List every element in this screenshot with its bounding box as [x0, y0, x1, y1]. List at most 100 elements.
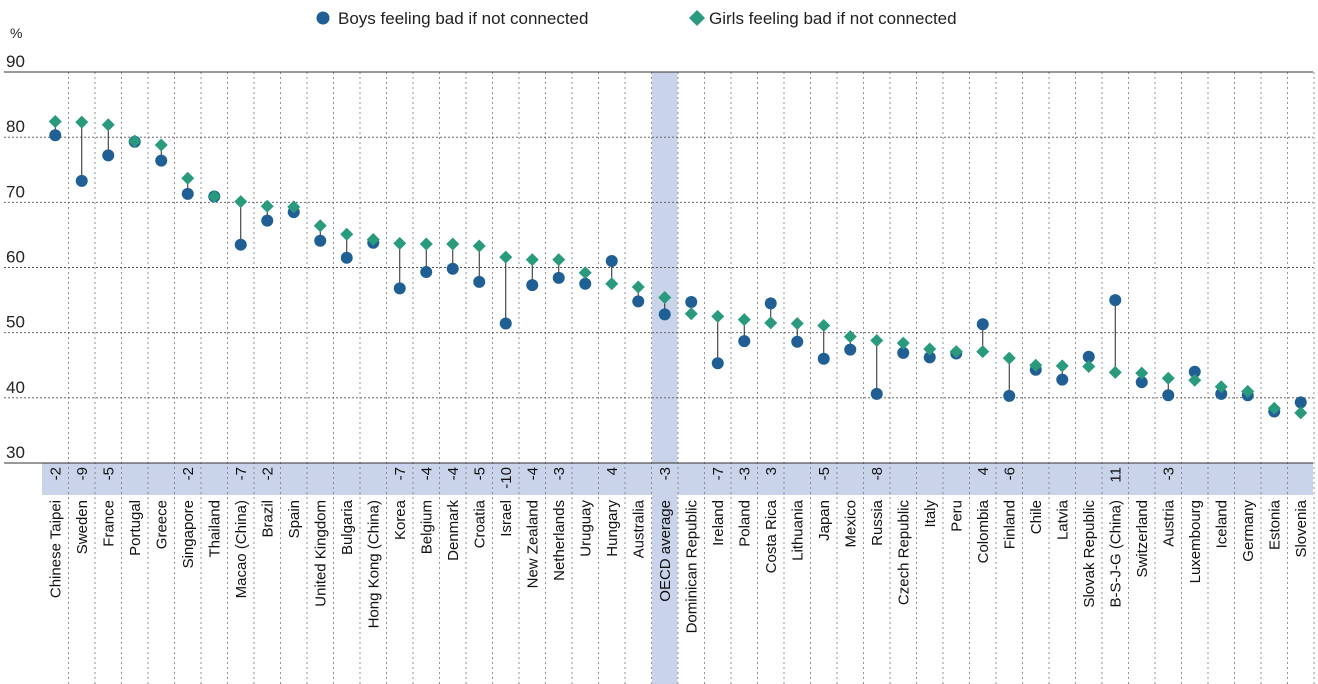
girls-point-netherlands [552, 253, 566, 267]
boys-point-russia [870, 387, 883, 400]
oecd-average-highlight [652, 72, 678, 684]
girls-point-france [101, 118, 115, 132]
category-label-austria: Austria [1160, 499, 1177, 546]
y-tick-label: 30 [6, 443, 25, 462]
girls-point-singapore [181, 171, 195, 185]
difference-label: -6 [1001, 467, 1018, 480]
girls-point-oecd-average [658, 290, 672, 304]
category-label-croatia: Croatia [471, 499, 488, 548]
category-label-finland: Finland [1001, 500, 1018, 549]
category-label-israel: Israel [498, 500, 515, 537]
boys-point-poland [738, 335, 751, 348]
difference-label: -3 [1160, 467, 1177, 480]
category-label-uruguay: Uruguay [577, 500, 594, 557]
boys-point-iceland [1215, 387, 1228, 400]
girls-point-germany [1241, 384, 1255, 398]
category-label-germany: Germany [1240, 500, 1257, 562]
boys-point-oecd-average [658, 308, 671, 321]
difference-label: -7 [233, 467, 250, 480]
y-tick-label: 80 [6, 117, 25, 136]
boys-point-singapore [181, 187, 194, 200]
series-girls [48, 115, 1308, 420]
legend-girls-label: Girls feeling bad if not connected [709, 9, 957, 28]
girls-point-croatia [472, 239, 486, 253]
girls-point-mexico [843, 330, 857, 344]
category-label-hong-kong-china: Hong Kong (China) [365, 500, 382, 628]
category-label-belgium: Belgium [418, 500, 435, 554]
category-label-singapore: Singapore [180, 500, 197, 568]
girls-point-italy [923, 342, 937, 356]
boys-point-slovenia [1294, 396, 1307, 409]
boys-point-greece [155, 154, 168, 167]
girls-point-israel [499, 250, 513, 264]
y-axis: 30 40 50 60 70 80 90 [6, 52, 25, 462]
difference-label: -3 [551, 467, 568, 480]
boys-point-luxembourg [1188, 365, 1201, 378]
girls-point-austria [1161, 371, 1175, 385]
girls-point-hong-kong-china [366, 232, 380, 246]
category-label-lithuania: Lithuania [789, 499, 806, 561]
category-label-portugal: Portugal [127, 500, 144, 556]
category-label-peru: Peru [948, 500, 965, 532]
boys-point-switzerland [1135, 376, 1148, 389]
girls-point-switzerland [1135, 366, 1149, 380]
category-label-iceland: Iceland [1213, 500, 1230, 548]
girls-point-lithuania [790, 317, 804, 331]
girls-point-japan [817, 318, 831, 332]
girls-point-peru [949, 345, 963, 359]
girls-point-chinese-taipei [48, 115, 62, 129]
girls-point-chile [1029, 358, 1043, 372]
difference-label: -2 [180, 467, 197, 480]
difference-label: 11 [1107, 467, 1124, 483]
boys-point-austria [1162, 389, 1175, 402]
difference-label: -10 [498, 467, 515, 489]
girls-point-uruguay [578, 266, 592, 280]
difference-label: -5 [471, 467, 488, 480]
category-label-luxembourg: Luxembourg [1187, 500, 1204, 583]
girls-point-luxembourg [1188, 373, 1202, 387]
girls-point-united-kingdom [313, 219, 327, 233]
difference-label: 4 [604, 467, 621, 475]
girls-point-costa-rica [764, 316, 778, 330]
category-label-colombia: Colombia [975, 499, 992, 563]
boys-point-latvia [1056, 373, 1069, 386]
boys-point-sweden [75, 174, 88, 187]
girls-point-poland [737, 313, 751, 327]
boys-point-australia [632, 295, 645, 308]
girls-point-estonia [1267, 401, 1281, 415]
y-tick-label: 60 [6, 248, 25, 267]
category-label-dominican-republic: Dominican Republic [683, 500, 700, 634]
difference-label: -5 [816, 467, 833, 480]
boys-point-new-zealand [526, 279, 539, 292]
category-label-oecd-average: OECD average [657, 500, 674, 602]
boys-point-chinese-taipei [49, 129, 62, 142]
difference-label: -3 [736, 467, 753, 480]
boys-point-united-kingdom [314, 234, 327, 247]
difference-label: -4 [524, 467, 541, 480]
difference-labels: -2 -9 -5 -2 -7 -2 -7 -4 -4 -5 -10 -4 -3 4 -3 -7 -3 3 -5 -8 4… [47, 467, 1177, 489]
category-label-latvia: Latvia [1054, 499, 1071, 540]
grid [4, 71, 1315, 684]
difference-label: 3 [763, 467, 780, 475]
girls-point-denmark [446, 237, 460, 251]
category-label-estonia: Estonia [1266, 499, 1283, 550]
difference-label: -4 [418, 467, 435, 480]
boys-point-finland [1003, 389, 1016, 402]
boys-point-bulgaria [340, 251, 353, 264]
boys-point-israel [499, 317, 512, 330]
y-axis-unit-label: % [10, 25, 22, 41]
boys-point-italy [923, 351, 936, 364]
boys-point-croatia [473, 275, 486, 288]
boys-point-mexico [844, 343, 857, 356]
category-label-netherlands: Netherlands [551, 500, 568, 581]
category-label-slovak-republic: Slovak Republic [1081, 500, 1098, 608]
boys-point-czech-republic [897, 346, 910, 359]
category-label-greece: Greece [153, 500, 170, 549]
difference-label: -9 [74, 467, 91, 480]
difference-label: -5 [100, 467, 117, 480]
boys-point-slovak-republic [1082, 350, 1095, 363]
category-label-united-kingdom: United Kingdom [312, 500, 329, 607]
y-tick-label: 40 [6, 378, 25, 397]
